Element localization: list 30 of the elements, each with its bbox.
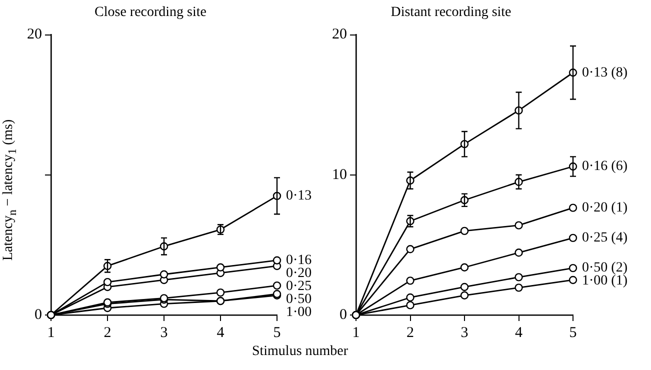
x-axis-title: Stimulus number: [252, 344, 348, 360]
series-label: 0·20 (1): [582, 200, 628, 216]
series-label: 0·50: [286, 292, 312, 308]
x-tick-label: 1: [352, 324, 360, 341]
series-label: 1·00 (1): [582, 274, 628, 289]
series-label: 0·25 (4): [582, 230, 628, 246]
x-tick-label: 3: [160, 324, 168, 341]
chart-title: Distant recording site: [390, 5, 512, 20]
series-label: 0·20: [286, 266, 312, 282]
series-label: 0·16 (6): [582, 159, 628, 174]
x-tick-label: 2: [406, 324, 414, 341]
y-tick-label: 20: [332, 26, 347, 43]
series-label: 0·13: [286, 188, 312, 204]
chart-title: Close recording site: [94, 5, 206, 20]
series-label: 0·25: [286, 279, 312, 294]
series-label: 1·00: [286, 305, 312, 320]
x-tick-label: 5: [569, 324, 577, 341]
x-tick-label: 3: [460, 324, 468, 341]
x-tick-label: 4: [216, 324, 225, 341]
y-tick-label: 20: [27, 26, 42, 43]
series-label: 0·16: [286, 253, 312, 268]
y-tick-label: 10: [332, 166, 347, 183]
y-tick-label: 0: [340, 306, 347, 323]
x-tick-label: 5: [273, 324, 281, 341]
x-tick-label: 4: [515, 324, 523, 341]
series-label: 0·50 (2): [582, 260, 628, 276]
series-label: 0·13 (8): [582, 65, 628, 80]
x-tick-label: 1: [47, 324, 55, 341]
x-tick-label: 2: [104, 324, 112, 341]
y-tick-label: 0: [34, 306, 42, 323]
